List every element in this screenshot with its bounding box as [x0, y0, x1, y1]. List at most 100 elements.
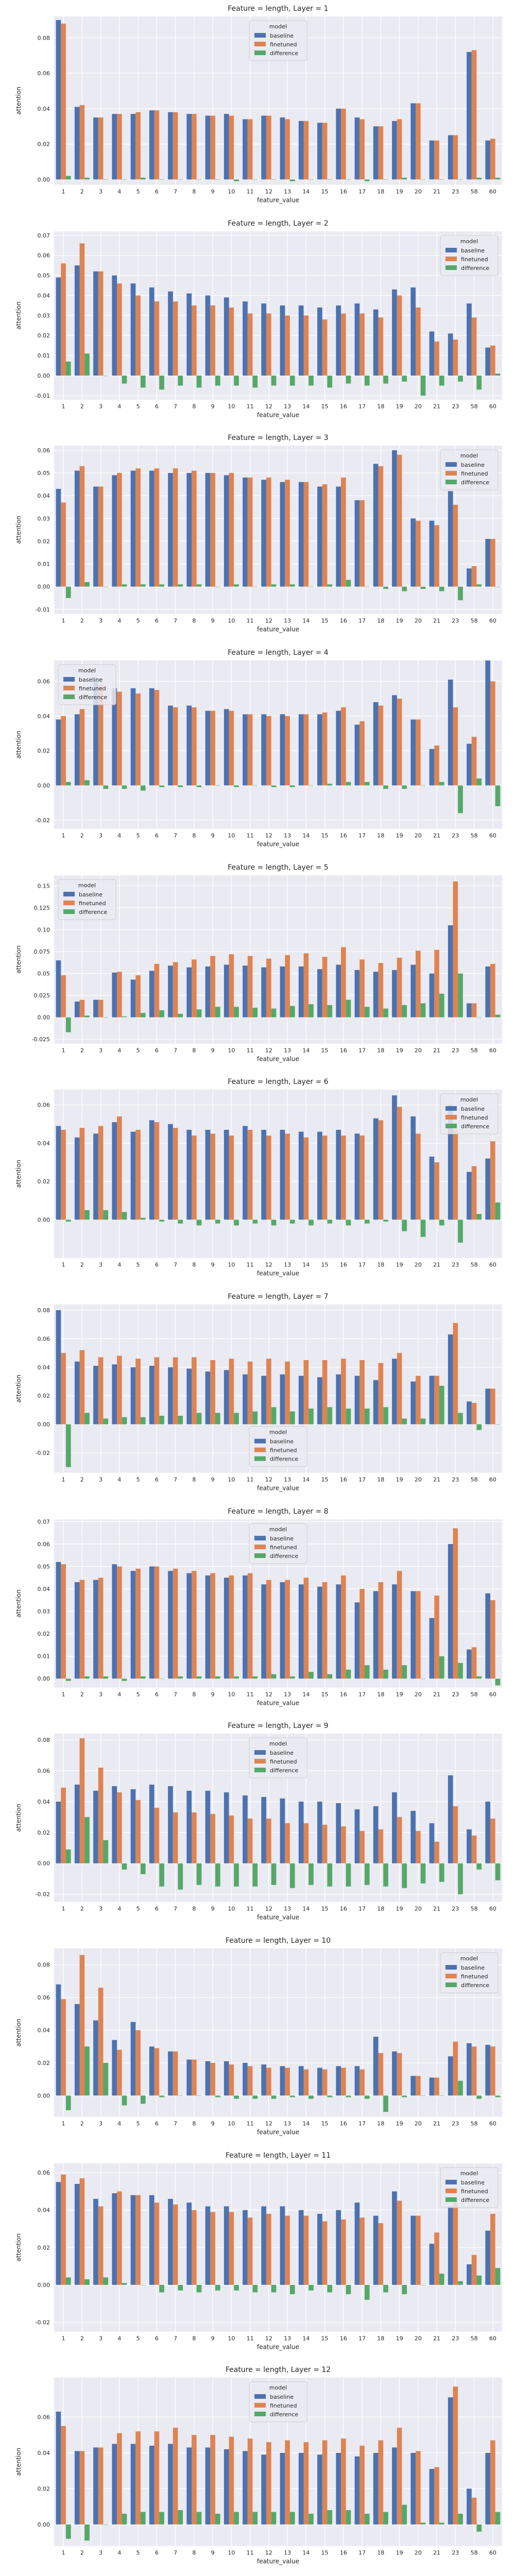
bar-difference: [252, 1863, 258, 1887]
x-tick-label: 20: [415, 1691, 422, 1698]
x-tick-label: 18: [377, 833, 384, 839]
x-tick-label: 6: [155, 1906, 159, 1912]
bar-difference: [364, 375, 370, 386]
x-tick-label: 19: [396, 1262, 403, 1268]
bar-finetuned: [378, 962, 384, 1018]
legend-swatch-baseline: [254, 2394, 266, 2399]
bar-difference: [65, 1850, 71, 1864]
bar-difference: [271, 2095, 277, 2099]
bar-difference: [178, 375, 183, 386]
bar-difference: [476, 778, 482, 786]
y-tick-label: 0.07: [38, 1518, 50, 1525]
x-tick-label: 8: [192, 1262, 196, 1268]
bar-finetuned: [471, 2255, 477, 2285]
x-tick-label: 13: [284, 2335, 291, 2342]
bar-baseline: [74, 470, 80, 587]
bar-difference: [327, 1863, 333, 1887]
bar-difference: [346, 1409, 351, 1425]
bar-finetuned: [154, 1808, 160, 1864]
bar-baseline: [186, 967, 192, 1018]
bar-difference: [140, 177, 146, 180]
bar-baseline: [336, 305, 341, 376]
x-tick-label: 23: [452, 1047, 459, 1054]
bar-baseline: [336, 1374, 341, 1425]
legend-swatch-finetuned: [254, 1447, 266, 1452]
chart-layer-6: 0.000.020.040.061 2 3 4 5 6 7 8 9 10 11 12 13 14 15 16 1…: [15, 1078, 502, 1277]
bar-difference: [252, 179, 258, 180]
bar-difference: [495, 2095, 501, 2097]
bar-finetuned: [359, 1136, 365, 1220]
x-tick-label: 17: [358, 1906, 366, 1912]
bar-difference: [140, 584, 146, 587]
x-tick-label: 60: [489, 2121, 496, 2127]
bar-difference: [271, 1008, 277, 1018]
bar-difference: [140, 2512, 146, 2525]
y-tick-label: 0.04: [38, 1586, 50, 1592]
x-tick-label: 12: [265, 1477, 272, 1483]
bar-difference: [84, 780, 90, 786]
bar-difference: [346, 1863, 351, 1887]
x-tick-label: 20: [415, 833, 422, 839]
chart-layer-4: -0.020.000.020.040.061 2 3 4 5 6 7 8 9 10 11 12 13 14…: [15, 649, 502, 848]
bar-baseline: [205, 295, 211, 376]
bar-baseline: [373, 2453, 379, 2525]
bar-finetuned: [192, 2210, 197, 2285]
bar-finetuned: [303, 482, 309, 587]
x-tick-label: 19: [396, 403, 403, 410]
bar-difference: [383, 179, 388, 180]
legend-swatch-difference: [445, 1124, 457, 1129]
bar-difference: [159, 1010, 164, 1018]
x-tick-label: 60: [489, 1047, 496, 1054]
bar-baseline: [205, 1130, 211, 1220]
bar-finetuned: [322, 2440, 328, 2525]
bar-difference: [178, 2284, 183, 2291]
bar-baseline: [410, 287, 416, 376]
x-tick-label: 1: [62, 1047, 65, 1054]
x-tick-label: 9: [211, 403, 215, 410]
bar-finetuned: [229, 1575, 234, 1679]
bar-finetuned: [135, 1568, 141, 1679]
x-tick-label: 7: [174, 2121, 177, 2127]
bar-baseline: [149, 1566, 154, 1679]
legend-title: model: [460, 452, 478, 459]
bar-difference: [346, 2284, 351, 2294]
bar-difference: [308, 1409, 314, 1425]
bar-finetuned: [341, 478, 346, 587]
bar-difference: [346, 2095, 351, 2097]
bar-difference: [178, 1415, 183, 1425]
x-tick-label: 10: [228, 1477, 235, 1483]
y-tick-label: 0.04: [38, 106, 50, 112]
bar-baseline: [243, 119, 248, 180]
bar-finetuned: [266, 115, 271, 180]
x-tick-label: 4: [117, 2550, 121, 2556]
bar-baseline: [56, 1562, 61, 1679]
bar-difference: [84, 2046, 90, 2096]
x-tick-label: 17: [358, 2335, 366, 2342]
bar-difference: [476, 1676, 482, 1679]
x-tick-label: 17: [358, 1047, 366, 1054]
bar-finetuned: [378, 2053, 384, 2096]
legend: model baseline finetuned difference: [58, 664, 116, 705]
bar-baseline: [186, 1573, 192, 1679]
x-tick-label: 4: [117, 2335, 121, 2342]
y-tick-label: 0.025: [34, 992, 50, 999]
legend-label-finetuned: finetuned: [461, 2188, 488, 2195]
bar-finetuned: [229, 307, 234, 376]
bar-finetuned: [471, 2498, 477, 2525]
x-tick-label: 60: [489, 833, 496, 839]
bar-difference: [476, 1017, 482, 1018]
bar-difference: [364, 1665, 370, 1679]
bar-baseline: [93, 999, 98, 1018]
bar-finetuned: [247, 2438, 253, 2525]
bar-difference: [159, 2284, 164, 2293]
bar-finetuned: [192, 114, 197, 180]
legend-swatch-finetuned: [63, 900, 75, 905]
bar-finetuned: [266, 2067, 271, 2096]
bar-difference: [476, 177, 482, 180]
bar-baseline: [56, 960, 61, 1018]
bar-baseline: [186, 1130, 192, 1220]
bar-finetuned: [117, 2433, 122, 2525]
legend-swatch-baseline: [445, 247, 457, 252]
bar-difference: [383, 1669, 388, 1679]
